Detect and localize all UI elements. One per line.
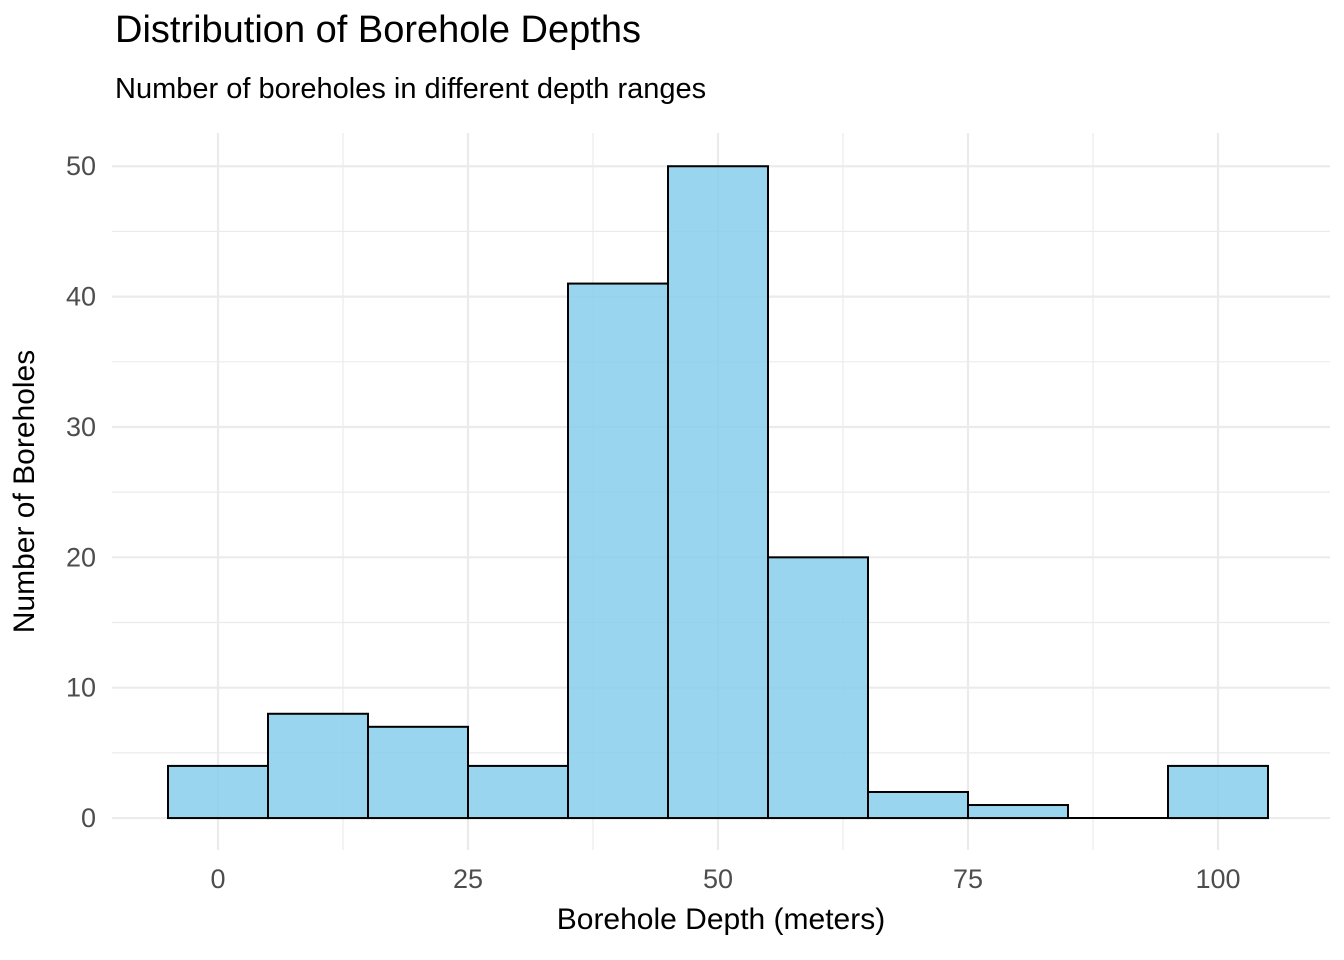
plot-title: Distribution of Borehole Depths	[115, 9, 641, 51]
plot-subtitle: Number of boreholes in different depth r…	[115, 73, 707, 105]
histogram-bar	[567, 282, 669, 820]
histogram-bar	[767, 556, 869, 820]
y-tick-label: 50	[66, 151, 96, 181]
histogram-bar	[667, 165, 769, 820]
histogram-bar	[867, 790, 969, 820]
x-tick-label: 0	[210, 864, 225, 894]
histogram-bar	[467, 764, 569, 820]
histogram-bar	[1167, 764, 1269, 820]
x-tick-label: 50	[703, 864, 733, 894]
x-tick-label: 75	[953, 864, 983, 894]
y-tick-label: 30	[66, 412, 96, 442]
y-axis-title: Number of Boreholes	[8, 350, 41, 633]
y-tick-label: 20	[66, 542, 96, 572]
histogram-bar	[367, 725, 469, 820]
histogram-bar	[967, 804, 1069, 820]
histogram-bar	[267, 712, 369, 820]
histogram-bar	[167, 764, 269, 820]
x-axis-title: Borehole Depth (meters)	[557, 903, 885, 936]
y-tick-label: 10	[66, 673, 96, 703]
x-tick-label: 25	[453, 864, 483, 894]
y-tick-label: 0	[81, 803, 96, 833]
x-tick-label: 100	[1195, 864, 1240, 894]
y-tick-label: 40	[66, 282, 96, 312]
